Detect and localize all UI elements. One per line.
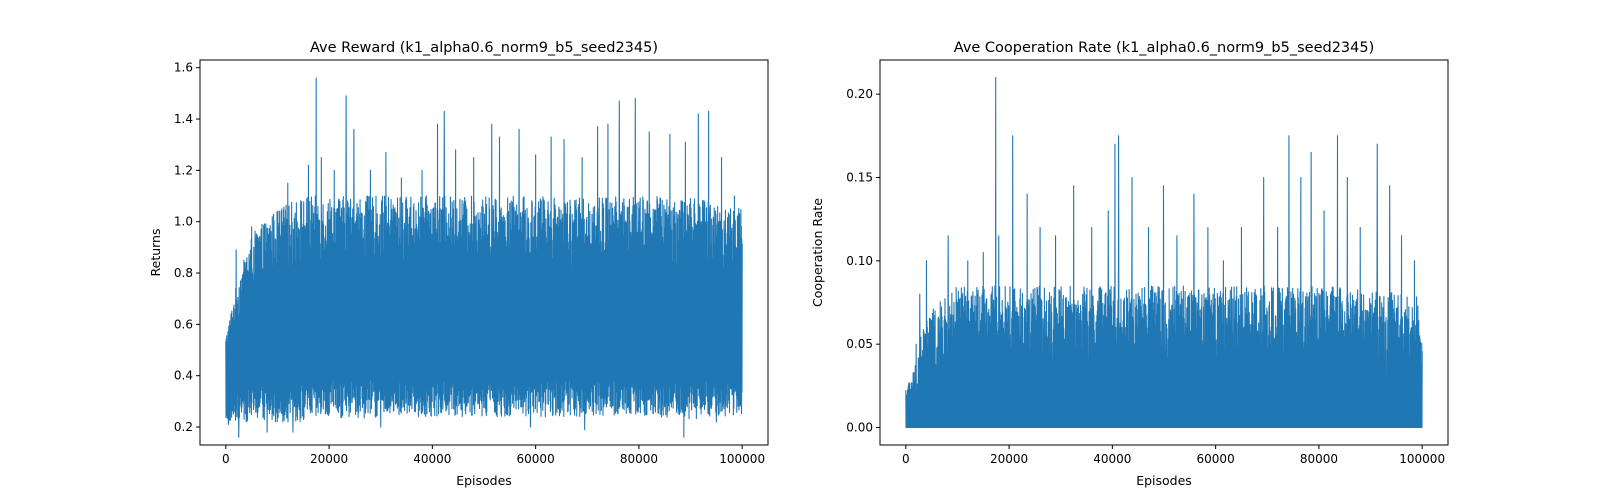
y-axis-label-cooperation: Cooperation Rate xyxy=(810,198,825,307)
y-tick-label: 0.20 xyxy=(846,87,873,101)
x-tick-label: 80000 xyxy=(620,452,658,466)
x-ticks-cooperation: 0 20000 40000 60000 80000 100000 xyxy=(902,445,1445,466)
series-layer-cooperation xyxy=(905,76,1423,429)
x-tick-label: 40000 xyxy=(413,452,451,466)
x-tick-label: 40000 xyxy=(1093,452,1131,466)
x-ticks-reward: 0 20000 40000 60000 80000 100000 xyxy=(222,445,765,466)
y-tick-label: 1.2 xyxy=(174,163,193,177)
plot-frame-reward xyxy=(199,59,769,446)
y-axis-label-reward: Returns xyxy=(148,229,163,277)
plot-area-reward: 0 20000 40000 60000 80000 100000 0.2 0.4 0.6 0.8… xyxy=(174,59,769,466)
series-line xyxy=(905,76,1423,429)
x-tick-label: 60000 xyxy=(517,452,555,466)
y-tick-label: 0.2 xyxy=(174,420,193,434)
plot-frame-cooperation xyxy=(879,59,1449,446)
x-tick-label: 60000 xyxy=(1197,452,1235,466)
y-tick-label: 1.4 xyxy=(174,112,193,126)
y-ticks-reward: 0.2 0.4 0.6 0.8 1.0 1.2 1.4 1.6 xyxy=(174,61,200,434)
chart-title-cooperation: Ave Cooperation Rate (k1_alpha0.6_norm9_… xyxy=(954,40,1375,56)
series-layer-reward xyxy=(225,77,743,438)
x-tick-label: 0 xyxy=(902,452,910,466)
y-tick-label: 0.8 xyxy=(174,266,193,280)
y-tick-label: 0.00 xyxy=(846,421,873,435)
x-tick-label: 20000 xyxy=(310,452,348,466)
y-tick-label: 0.4 xyxy=(174,369,193,383)
y-ticks-cooperation: 0.00 0.05 0.10 0.15 0.20 xyxy=(846,87,880,435)
y-tick-label: 0.6 xyxy=(174,317,193,331)
x-tick-label: 80000 xyxy=(1300,452,1338,466)
x-tick-label: 100000 xyxy=(1399,452,1445,466)
y-tick-label: 1.0 xyxy=(174,215,193,229)
chart-reward: 0 20000 40000 60000 80000 100000 0.2 0.4 0.6 0.8… xyxy=(148,40,769,488)
series-line xyxy=(225,77,743,438)
y-tick-label: 1.6 xyxy=(174,61,193,75)
y-tick-label: 0.10 xyxy=(846,254,873,268)
x-tick-label: 100000 xyxy=(719,452,765,466)
y-tick-label: 0.15 xyxy=(846,171,873,185)
x-tick-label: 0 xyxy=(222,452,230,466)
plot-area-cooperation: 0 20000 40000 60000 80000 100000 0.00 0.05 0.10… xyxy=(846,59,1449,466)
y-tick-label: 0.05 xyxy=(846,337,873,351)
x-axis-label-cooperation: Episodes xyxy=(1136,473,1192,488)
chart-cooperation: 0 20000 40000 60000 80000 100000 0.00 0.05 0.10… xyxy=(810,40,1449,488)
chart-title-reward: Ave Reward (k1_alpha0.6_norm9_b5_seed234… xyxy=(310,40,658,56)
x-tick-label: 20000 xyxy=(990,452,1028,466)
x-axis-label-reward: Episodes xyxy=(456,473,512,488)
